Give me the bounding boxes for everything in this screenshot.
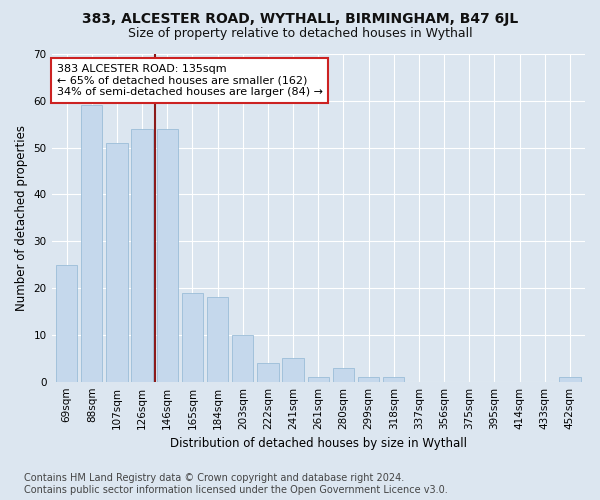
Text: 383, ALCESTER ROAD, WYTHALL, BIRMINGHAM, B47 6JL: 383, ALCESTER ROAD, WYTHALL, BIRMINGHAM,… [82, 12, 518, 26]
Bar [81, 106, 103, 382]
Bar [383, 377, 404, 382]
Bar [207, 298, 229, 382]
Bar [106, 143, 128, 382]
Text: Size of property relative to detached houses in Wythall: Size of property relative to detached ho… [128, 28, 472, 40]
Bar [182, 292, 203, 382]
Bar [333, 368, 354, 382]
X-axis label: Distribution of detached houses by size in Wythall: Distribution of detached houses by size … [170, 437, 467, 450]
Text: 383 ALCESTER ROAD: 135sqm
← 65% of detached houses are smaller (162)
34% of semi: 383 ALCESTER ROAD: 135sqm ← 65% of detac… [57, 64, 323, 97]
Bar [56, 264, 77, 382]
Y-axis label: Number of detached properties: Number of detached properties [15, 125, 28, 311]
Bar [559, 377, 581, 382]
Bar [358, 377, 379, 382]
Bar [157, 129, 178, 382]
Text: Contains HM Land Registry data © Crown copyright and database right 2024.
Contai: Contains HM Land Registry data © Crown c… [24, 474, 448, 495]
Bar [257, 363, 278, 382]
Bar [283, 358, 304, 382]
Bar [308, 377, 329, 382]
Bar [232, 335, 253, 382]
Bar [131, 129, 153, 382]
